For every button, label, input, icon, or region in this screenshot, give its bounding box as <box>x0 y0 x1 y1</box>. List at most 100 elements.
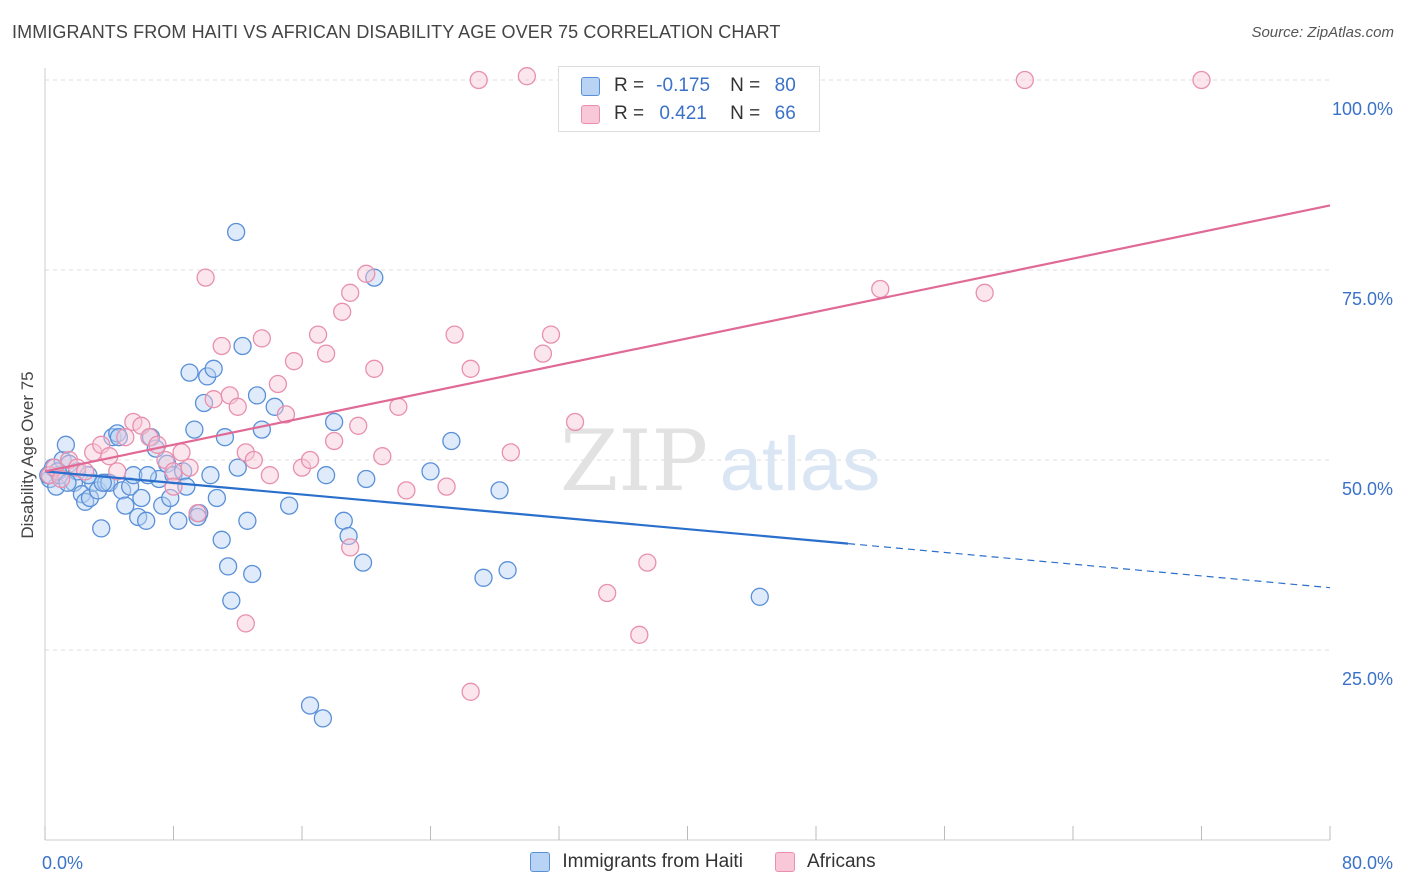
haiti-point <box>233 336 252 356</box>
african-point <box>308 325 328 344</box>
african-point <box>975 283 994 302</box>
african-point <box>341 538 360 557</box>
african-point <box>397 481 416 500</box>
legend-label-haiti: Immigrants from Haiti <box>562 851 743 872</box>
haiti-point <box>204 359 223 378</box>
haiti-point <box>218 557 238 576</box>
y-tick-label: 100.0% <box>1332 99 1393 119</box>
legend-r-label: R = <box>614 75 645 96</box>
legend-swatch-haiti <box>530 852 551 872</box>
y-tick-label: 75.0% <box>1342 289 1393 309</box>
african-point <box>324 431 344 451</box>
haiti-point <box>252 420 271 439</box>
haiti-point <box>339 526 358 546</box>
haiti-point <box>750 587 769 606</box>
haiti-point <box>316 466 336 485</box>
y-tick-labels: 25.0% 50.0% 75.0% 100.0% <box>1332 99 1393 689</box>
legend-swatch-african <box>774 852 795 872</box>
legend-item-haiti[interactable]: Immigrants from Haiti <box>530 851 743 873</box>
x-tick-label-max: 80.0% <box>1342 853 1393 873</box>
legend-swatch-haiti <box>581 76 600 96</box>
stats-legend: R = -0.175 N = 80 R = 0.421 N = 66 <box>558 66 820 132</box>
series-african-points <box>40 67 1211 701</box>
african-point <box>164 462 183 481</box>
african-point <box>461 359 480 378</box>
african-point <box>180 458 199 477</box>
african-point <box>341 283 360 302</box>
axes <box>44 68 1331 841</box>
y-tick-label: 50.0% <box>1342 479 1393 499</box>
african-point <box>196 268 215 287</box>
haiti-point <box>137 511 156 530</box>
african-point <box>268 374 288 394</box>
series-legend: Immigrants from Haiti Africans <box>0 851 1406 873</box>
grid-lines <box>45 79 1330 651</box>
haiti-point <box>177 477 196 496</box>
african-point <box>333 302 352 321</box>
watermark-atlas: atlas <box>720 422 881 507</box>
haiti-point <box>56 435 76 454</box>
african-point <box>76 462 95 481</box>
african-point <box>461 682 480 701</box>
african-point <box>316 344 336 363</box>
legend-r-label: R = <box>614 103 645 124</box>
haiti-point <box>498 561 517 580</box>
haiti-point <box>421 462 440 481</box>
african-point <box>188 504 207 523</box>
african-point <box>244 450 263 470</box>
haiti-point <box>215 428 235 447</box>
legend-label-african: Africans <box>806 851 876 872</box>
haiti-point <box>161 488 180 508</box>
african-point <box>357 264 376 283</box>
haiti-point <box>93 473 112 492</box>
haiti-point <box>180 363 199 382</box>
african-point <box>172 443 191 462</box>
african-point <box>389 397 408 416</box>
african-point <box>469 70 488 90</box>
haiti-point <box>334 511 353 530</box>
haiti-point <box>201 466 220 485</box>
african-point <box>598 583 617 603</box>
haiti-point <box>279 496 299 515</box>
african-point <box>252 329 271 348</box>
african-point <box>517 67 537 86</box>
haiti-point <box>474 568 493 587</box>
african-point <box>148 435 167 454</box>
african-point <box>1192 70 1211 90</box>
haiti-point <box>116 496 135 515</box>
trend-lines <box>44 204 1331 589</box>
african-point <box>445 325 464 344</box>
haiti-point <box>109 428 129 447</box>
haiti-point <box>207 488 227 508</box>
haiti-trend-line <box>44 470 849 545</box>
african-point <box>541 325 561 344</box>
african-point <box>501 443 520 462</box>
haiti-point <box>132 488 151 508</box>
haiti-point <box>185 420 204 439</box>
haiti-point <box>442 431 461 451</box>
legend-row-haiti: R = -0.175 N = 80 <box>581 72 816 100</box>
haiti-point <box>353 553 373 572</box>
african-point <box>204 390 223 409</box>
african-point <box>630 625 649 644</box>
african-point <box>164 477 183 496</box>
haiti-point <box>490 481 509 500</box>
haiti-point <box>357 469 376 489</box>
african-point <box>349 416 368 435</box>
haiti-point <box>92 519 111 538</box>
watermark: ZIP atlas <box>560 412 880 510</box>
african-point <box>365 359 384 378</box>
african-point <box>276 405 296 424</box>
source-label: Source: ZipAtlas.com <box>1251 24 1394 41</box>
haiti-point <box>222 591 241 610</box>
legend-n-label: N = <box>730 103 761 124</box>
legend-swatch-african <box>581 104 600 124</box>
african-point <box>284 352 304 371</box>
legend-n-label: N = <box>730 75 761 96</box>
legend-n-value: 80 <box>774 75 796 96</box>
haiti-trend-extension <box>848 543 1331 589</box>
african-point <box>108 462 127 481</box>
haiti-point <box>194 393 214 413</box>
y-axis-label: Disability Age Over 75 <box>18 371 37 539</box>
legend-item-african[interactable]: Africans <box>774 851 876 873</box>
